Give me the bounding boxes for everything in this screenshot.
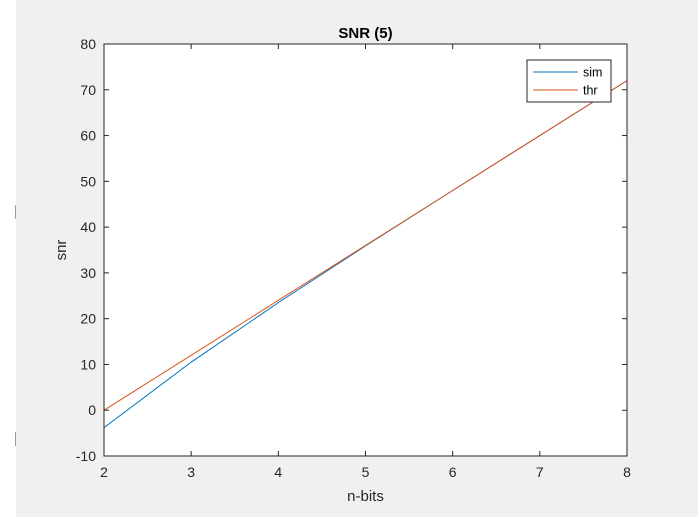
y-axis-label: snr — [53, 240, 70, 261]
legend[interactable]: sim thr — [526, 59, 612, 103]
axes-background — [104, 44, 627, 456]
legend-label-thr: thr — [583, 84, 598, 98]
series-layer — [103, 80, 628, 429]
legend-label-sim: sim — [583, 66, 602, 80]
series-line-thr — [103, 80, 628, 411]
x-axis-label: n-bits — [347, 488, 384, 505]
x-tick-label: 7 — [536, 464, 544, 480]
x-tick-label: 3 — [187, 464, 195, 480]
window-edge-mark — [15, 432, 16, 446]
y-tick-label: -10 — [76, 448, 96, 464]
y-tick-label: 70 — [80, 82, 96, 98]
y-tick-label: 40 — [80, 219, 96, 235]
y-tick-label: 80 — [80, 36, 96, 52]
window-edge-mark — [15, 205, 16, 219]
ticks-layer: 2 3 4 5 6 7 8 -10 0 10 20 30 40 50 60 70 80 — [76, 36, 631, 480]
x-tick-label: 2 — [100, 464, 108, 480]
y-tick-label: 50 — [80, 173, 96, 189]
window-left-edge — [0, 0, 16, 517]
chart-title: SNR (5) — [338, 25, 392, 42]
x-tick-label: 8 — [623, 464, 631, 480]
y-tick-label: 10 — [80, 356, 96, 372]
y-tick-label: 0 — [88, 402, 96, 418]
y-tick-label: 60 — [80, 128, 96, 144]
y-tick-label: 20 — [80, 311, 96, 327]
y-tick-label: 30 — [80, 265, 96, 281]
x-tick-label: 5 — [362, 464, 370, 480]
x-tick-label: 6 — [449, 464, 457, 480]
x-tick-label: 4 — [274, 464, 282, 480]
legend-box — [526, 59, 612, 103]
